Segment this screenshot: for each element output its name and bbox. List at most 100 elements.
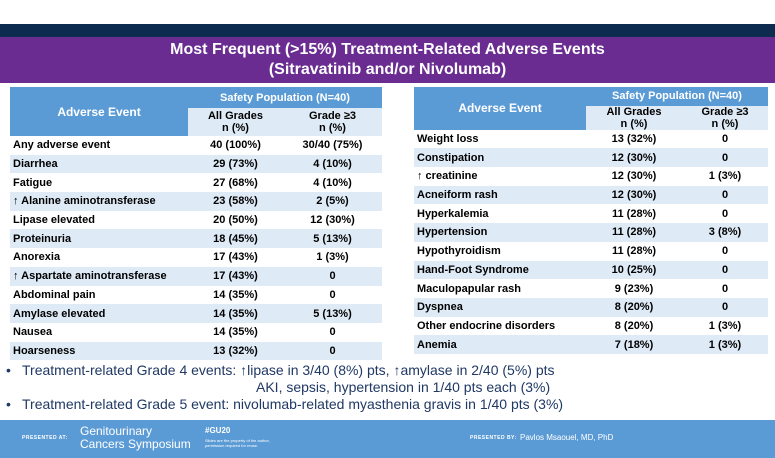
- table-row: Diarrhea 29 (73%) 4 (10%): [10, 154, 382, 174]
- top-margin: [0, 0, 775, 24]
- all-grades-cell: 10 (25%): [586, 260, 682, 280]
- presented-by-label: PRESENTED BY:: [470, 435, 517, 441]
- table-row: Hand-Foot Syndrome 10 (25%) 0: [414, 260, 768, 280]
- all-grades-label: All Grades: [207, 110, 264, 122]
- bullet-dot: •: [6, 362, 11, 378]
- column-header-grade3: Grade ≥3 n (%): [283, 108, 382, 136]
- title-line-2: (Sitravatinib and/or Nivolumab): [268, 61, 507, 78]
- table-row: Proteinuria 18 (45%) 5 (13%): [10, 229, 382, 249]
- left-table-body: Any adverse event 40 (100%) 30/40 (75%) Dia…: [10, 136, 382, 361]
- table-row: Maculopapular rash 9 (23%) 0: [414, 279, 768, 298]
- table-row: Weight loss 13 (32%) 0: [414, 129, 768, 149]
- event-cell: Fatigue: [10, 173, 188, 193]
- grade3-unit: n (%): [711, 117, 739, 130]
- all-grades-cell: 40 (100%): [188, 136, 283, 155]
- bullet-item: • Treatment-related Grade 4 events: ↑lip…: [6, 362, 606, 379]
- grade3-cell: 4 (10%): [283, 154, 382, 174]
- event-cell: Maculopapular rash: [414, 279, 586, 298]
- adverse-events-table-left: Adverse Event Safety Population (N=40) A…: [10, 87, 382, 361]
- grade3-unit: n (%): [319, 122, 346, 134]
- all-grades-cell: 23 (58%): [188, 192, 283, 211]
- event-cell: Constipation: [414, 148, 586, 168]
- all-grades-cell: 11 (28%): [586, 204, 682, 224]
- bullet-item: • Treatment-related Grade 5 event: nivol…: [6, 396, 606, 413]
- grade3-cell: 12 (30%): [283, 210, 382, 230]
- all-grades-cell: 14 (35%): [188, 304, 283, 323]
- grade3-cell: 0: [682, 185, 768, 205]
- event-cell: Diarrhea: [10, 154, 188, 174]
- hashtag: #GU20: [205, 426, 231, 435]
- header-band: [0, 24, 775, 37]
- column-header-event: Adverse Event: [414, 87, 586, 130]
- all-grades-cell: 7 (18%): [586, 335, 682, 354]
- grade3-cell: 5 (13%): [283, 229, 382, 249]
- adverse-events-table-right: Adverse Event Safety Population (N=40) A…: [414, 87, 768, 354]
- grade3-cell: 1 (3%): [682, 335, 768, 354]
- bullet-text-grade4-cont: AKI, sepsis, hypertension in 1/40 pts ea…: [256, 379, 551, 395]
- table-row: Hoarseness 13 (32%) 0: [10, 341, 382, 361]
- event-cell: Amylase elevated: [10, 304, 188, 323]
- table-row: Lipase elevated 20 (50%) 12 (30%): [10, 210, 382, 230]
- all-grades-cell: 17 (43%): [188, 266, 283, 286]
- table-row: Constipation 12 (30%) 0: [414, 148, 768, 168]
- grade3-cell: 0: [682, 129, 768, 149]
- event-cell: ↑ creatinine: [414, 167, 586, 186]
- presenter-name: Pavlos Msaouel, MD, PhD: [520, 433, 614, 442]
- grade3-cell: 1 (3%): [283, 248, 382, 267]
- event-cell: Anorexia: [10, 248, 188, 267]
- table-row: Other endocrine disorders 8 (20%) 1 (3%): [414, 316, 768, 336]
- column-header-all-grades: All Grades n (%): [586, 105, 682, 130]
- table-row: ↑ creatinine 12 (30%) 1 (3%): [414, 167, 768, 186]
- all-grades-cell: 12 (30%): [586, 167, 682, 186]
- all-grades-label: All Grades: [606, 105, 662, 118]
- table-row: Anemia 7 (18%) 1 (3%): [414, 335, 768, 354]
- all-grades-cell: 11 (28%): [586, 223, 682, 242]
- presented-at-label: PRESENTED AT:: [22, 435, 68, 441]
- grade3-cell: 5 (13%): [283, 304, 382, 323]
- all-grades-cell: 8 (20%): [586, 316, 682, 336]
- event-cell: Hypertension: [414, 223, 586, 242]
- event-cell: Hoarseness: [10, 341, 188, 361]
- all-grades-cell: 29 (73%): [188, 154, 283, 174]
- table-row: Amylase elevated 14 (35%) 5 (13%): [10, 304, 382, 323]
- event-cell: Anemia: [414, 335, 586, 354]
- table-row: Nausea 14 (35%) 0: [10, 322, 382, 342]
- meeting-line-1: Genitourinary: [80, 424, 153, 438]
- event-cell: Acneiform rash: [414, 185, 586, 205]
- grade3-cell: 0: [682, 279, 768, 298]
- grade3-cell: 0: [682, 241, 768, 261]
- grade3-cell: 30/40 (75%): [283, 136, 382, 155]
- event-cell: Nausea: [10, 322, 188, 342]
- event-cell: Hypothyroidism: [414, 241, 586, 261]
- all-grades-cell: 18 (45%): [188, 229, 283, 249]
- event-cell: Hyperkalemia: [414, 204, 586, 224]
- grade3-cell: 4 (10%): [283, 173, 382, 193]
- table-row: Fatigue 27 (68%) 4 (10%): [10, 173, 382, 193]
- all-grades-cell: 9 (23%): [586, 279, 682, 298]
- event-cell: Dyspnea: [414, 297, 586, 317]
- meeting-line-2: Cancers Symposium: [80, 437, 191, 451]
- event-cell: ↑ Alanine aminotransferase: [10, 192, 188, 211]
- grade3-cell: 2 (5%): [283, 192, 382, 211]
- all-grades-cell: 27 (68%): [188, 173, 283, 193]
- event-cell: Hand-Foot Syndrome: [414, 260, 586, 280]
- all-grades-cell: 8 (20%): [586, 297, 682, 317]
- disclaimer-text: Slides are the property of the author, p…: [205, 438, 270, 448]
- table-row: Hypertension 11 (28%) 3 (8%): [414, 223, 768, 242]
- title-line-1: Most Frequent (>15%) Treatment-Related A…: [170, 41, 605, 58]
- table-row: Abdominal pain 14 (35%) 0: [10, 285, 382, 305]
- bullet-text-grade4: Treatment-related Grade 4 events: ↑lipas…: [22, 362, 555, 378]
- event-cell: Weight loss: [414, 129, 586, 149]
- table-row: ↑ Aspartate aminotransferase 17 (43%) 0: [10, 266, 382, 286]
- bullet-dot: •: [6, 396, 11, 412]
- event-cell: Lipase elevated: [10, 210, 188, 230]
- all-grades-cell: 17 (43%): [188, 248, 283, 267]
- column-header-population: Safety Population (N=40): [188, 87, 382, 108]
- grade3-label: Grade ≥3: [308, 110, 356, 122]
- grade3-cell: 3 (8%): [682, 223, 768, 242]
- all-grades-cell: 14 (35%): [188, 322, 283, 342]
- bullet-list: • Treatment-related Grade 4 events: ↑lip…: [6, 362, 606, 413]
- all-grades-cell: 20 (50%): [188, 210, 283, 230]
- grade3-cell: 0: [283, 341, 382, 361]
- table-row: Hyperkalemia 11 (28%) 0: [414, 204, 768, 224]
